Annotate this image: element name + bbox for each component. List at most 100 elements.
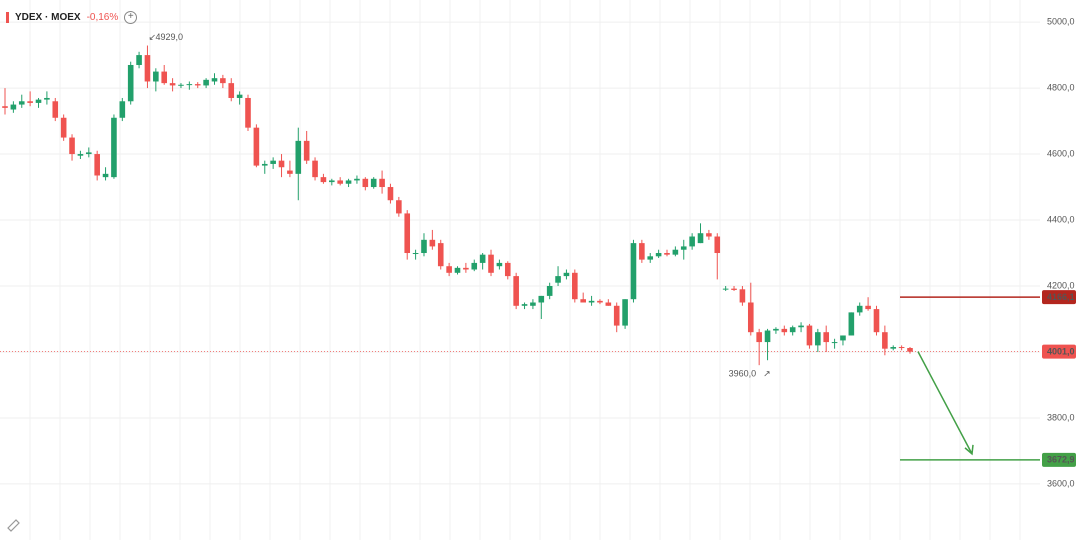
candle-body [823,332,830,343]
candle-body [77,154,84,156]
candle-body [907,348,913,352]
candle-body [119,101,126,118]
candle-body [44,97,50,100]
candle-body [245,97,251,128]
candle-body [211,78,218,82]
candle-body [345,180,352,184]
candle-body [228,83,235,98]
candle-body [613,305,620,326]
candle-body [806,325,813,346]
candle-body [848,312,855,336]
candle-body [831,342,838,344]
ticker-marker [6,12,9,23]
candle-body [538,295,545,303]
candle-body [513,276,519,306]
candle-body [278,160,285,168]
candle-body [463,267,469,270]
ticker[interactable]: YDEX · MOEX [15,12,81,23]
candle-body [312,160,318,178]
candle-body [622,299,628,326]
ticker-header: YDEX · MOEX -0,16% + [6,11,138,24]
candle-body [454,267,461,273]
candle-body [731,288,737,290]
candle-body [747,302,754,333]
candle-body [856,305,863,313]
candle-body [898,347,905,349]
candle-body [680,246,687,250]
extreme-label: 3960,0 [729,369,757,379]
candle-body [714,236,721,254]
candle-body [404,213,411,254]
candle-body [295,140,302,174]
price-tag-label: 3672,9 [1047,455,1075,465]
extreme-arrow: ↗ [763,369,771,379]
y-tick-label: 4600,0 [1047,148,1075,158]
candle-body [111,117,117,178]
candle-body [261,163,268,166]
candle-body [18,101,25,105]
candle-body [789,327,796,333]
candle-body [320,177,327,183]
candle-body [781,328,788,333]
candle-body [287,170,293,174]
price-axis [1040,0,1080,540]
price-tag-label: 4001,0 [1047,347,1075,357]
ruler-icon[interactable] [7,519,20,532]
candle-body [60,117,67,138]
y-tick-label: 3600,0 [1047,478,1075,488]
price-tag [1042,290,1076,305]
candle-body [655,253,662,257]
candle-body [764,330,771,343]
price-tag [1042,452,1076,467]
candle-body [697,233,704,244]
candle-body [471,262,478,270]
candle-body [337,180,343,184]
candle-body [136,55,142,65]
candle-body [756,332,762,343]
candle-body [722,288,729,290]
candle-body [739,289,746,303]
candle-body [102,173,109,178]
price-tag [1042,344,1076,359]
candle-body [437,243,444,267]
candle-body [236,94,243,98]
candle-body [421,239,427,254]
y-tick-label: 4400,0 [1047,214,1075,224]
candle-body [873,309,880,333]
candle-body [35,99,42,103]
candle-body [169,83,176,86]
candle-body [270,160,276,164]
candle-body [521,304,528,306]
candle-body [354,178,360,181]
candle-body [890,347,897,349]
candle-body [639,243,645,260]
extreme-label: 4929,0 [155,32,183,42]
candle-body [555,276,561,283]
add-button[interactable]: + [124,11,138,24]
candle-body [69,137,75,155]
candle-body [379,178,385,188]
candle-body [94,154,100,176]
forecast-arrow-head [964,444,974,456]
candle-body [153,71,159,82]
y-tick-label: 5000,0 [1047,16,1075,26]
candle-body [672,249,679,255]
candle-body [85,152,92,155]
candle-body [773,328,779,331]
candle-body [161,71,168,84]
candle-body [647,256,654,260]
candle-body [664,253,670,255]
candle-body [588,300,595,303]
y-tick-label: 3800,0 [1047,412,1075,422]
candle-body [446,266,452,273]
candle-body [127,64,134,102]
candle-body [303,140,310,161]
candle-body [546,285,553,296]
candle-body [815,332,821,346]
candle-body [530,302,536,306]
candle-body [362,178,369,188]
change: -0,16% [86,12,119,23]
candle-body [194,84,201,86]
